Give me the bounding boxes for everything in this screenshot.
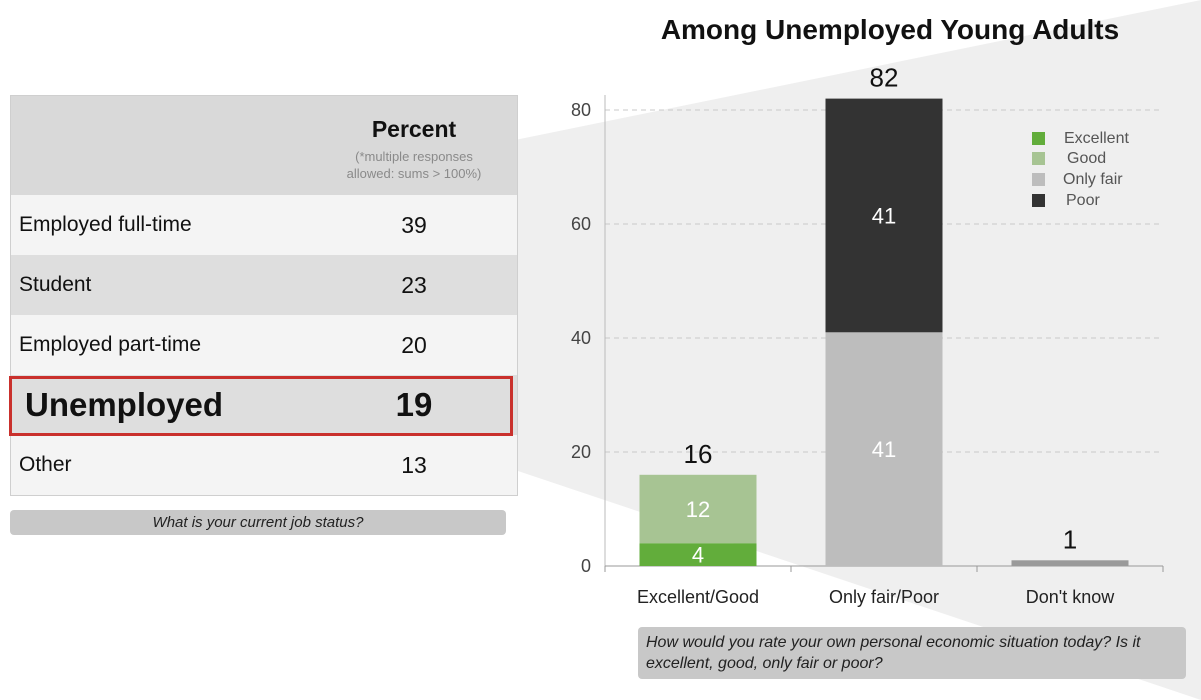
job-status-table: Percent (*multiple responses allowed: su… — [10, 95, 518, 496]
data-label-excellent: 4 — [692, 543, 704, 568]
table-header: Percent (*multiple responses allowed: su… — [11, 96, 517, 195]
legend-swatch-poor — [1032, 194, 1045, 207]
row-value: 13 — [401, 452, 427, 478]
bar-dont-know — [1011, 560, 1129, 566]
legend-swatch-only-fair — [1032, 173, 1045, 186]
legend-label-excellent: Excellent — [1064, 130, 1129, 147]
unemployed-highlight-box — [9, 376, 513, 436]
table-row-employed-part-time: Employed part-time 20 — [11, 315, 517, 375]
total-label: 16 — [684, 439, 713, 469]
job-status-question: What is your current job status? — [10, 510, 506, 535]
legend-label-good: Good — [1067, 150, 1106, 167]
row-value: 20 — [401, 332, 427, 358]
table-row-other: Other 13 — [11, 435, 517, 495]
row-label: Other — [19, 453, 72, 476]
legend-swatch-excellent — [1032, 132, 1045, 145]
x-tick-label: Don't know — [1026, 587, 1115, 607]
economic-situation-question: How would you rate your own personal eco… — [638, 627, 1186, 679]
multiple-responses-note: (*multiple responses allowed: sums > 100… — [311, 148, 517, 182]
legend-label-only-fair: Only fair — [1063, 171, 1123, 188]
y-tick-label: 0 — [581, 556, 591, 576]
row-value: 23 — [401, 272, 427, 298]
table-row-employed-full-time: Employed full-time 39 — [11, 195, 517, 255]
y-tick-label: 40 — [571, 328, 591, 348]
row-value: 19 — [395, 386, 433, 423]
legend-swatch-good — [1032, 152, 1045, 165]
row-label: Student — [19, 273, 92, 296]
row-label: Employed part-time — [19, 333, 202, 356]
bar-poor — [825, 98, 943, 333]
note-line-1: (*multiple responses — [355, 149, 473, 164]
table-row-student: Student 23 — [11, 255, 517, 315]
data-label-only-fair: 41 — [872, 437, 896, 462]
bar-excellent — [639, 543, 757, 566]
row-label: Unemployed — [25, 386, 224, 423]
y-tick-label: 60 — [571, 214, 591, 234]
bar-only-fair — [825, 332, 943, 566]
legend-label-poor: Poor — [1066, 192, 1100, 209]
x-tick-label: Excellent/Good — [637, 587, 759, 607]
total-label: 82 — [870, 63, 899, 93]
row-value: 39 — [401, 212, 427, 238]
x-tick-label: Only fair/Poor — [829, 587, 939, 607]
data-label-good: 12 — [686, 497, 710, 522]
table-row-unemployed: Unemployed 19 — [11, 375, 517, 435]
note-line-2: allowed: sums > 100%) — [346, 166, 482, 181]
y-tick-label: 80 — [571, 100, 591, 120]
bar-good — [639, 474, 757, 544]
row-label: Employed full-time — [19, 213, 192, 236]
y-tick-label: 20 — [571, 442, 591, 462]
chart-title: Among Unemployed Young Adults — [660, 14, 1120, 45]
data-label-poor: 41 — [872, 203, 896, 228]
total-label: 1 — [1063, 524, 1077, 554]
percent-header: Percent — [371, 116, 457, 142]
